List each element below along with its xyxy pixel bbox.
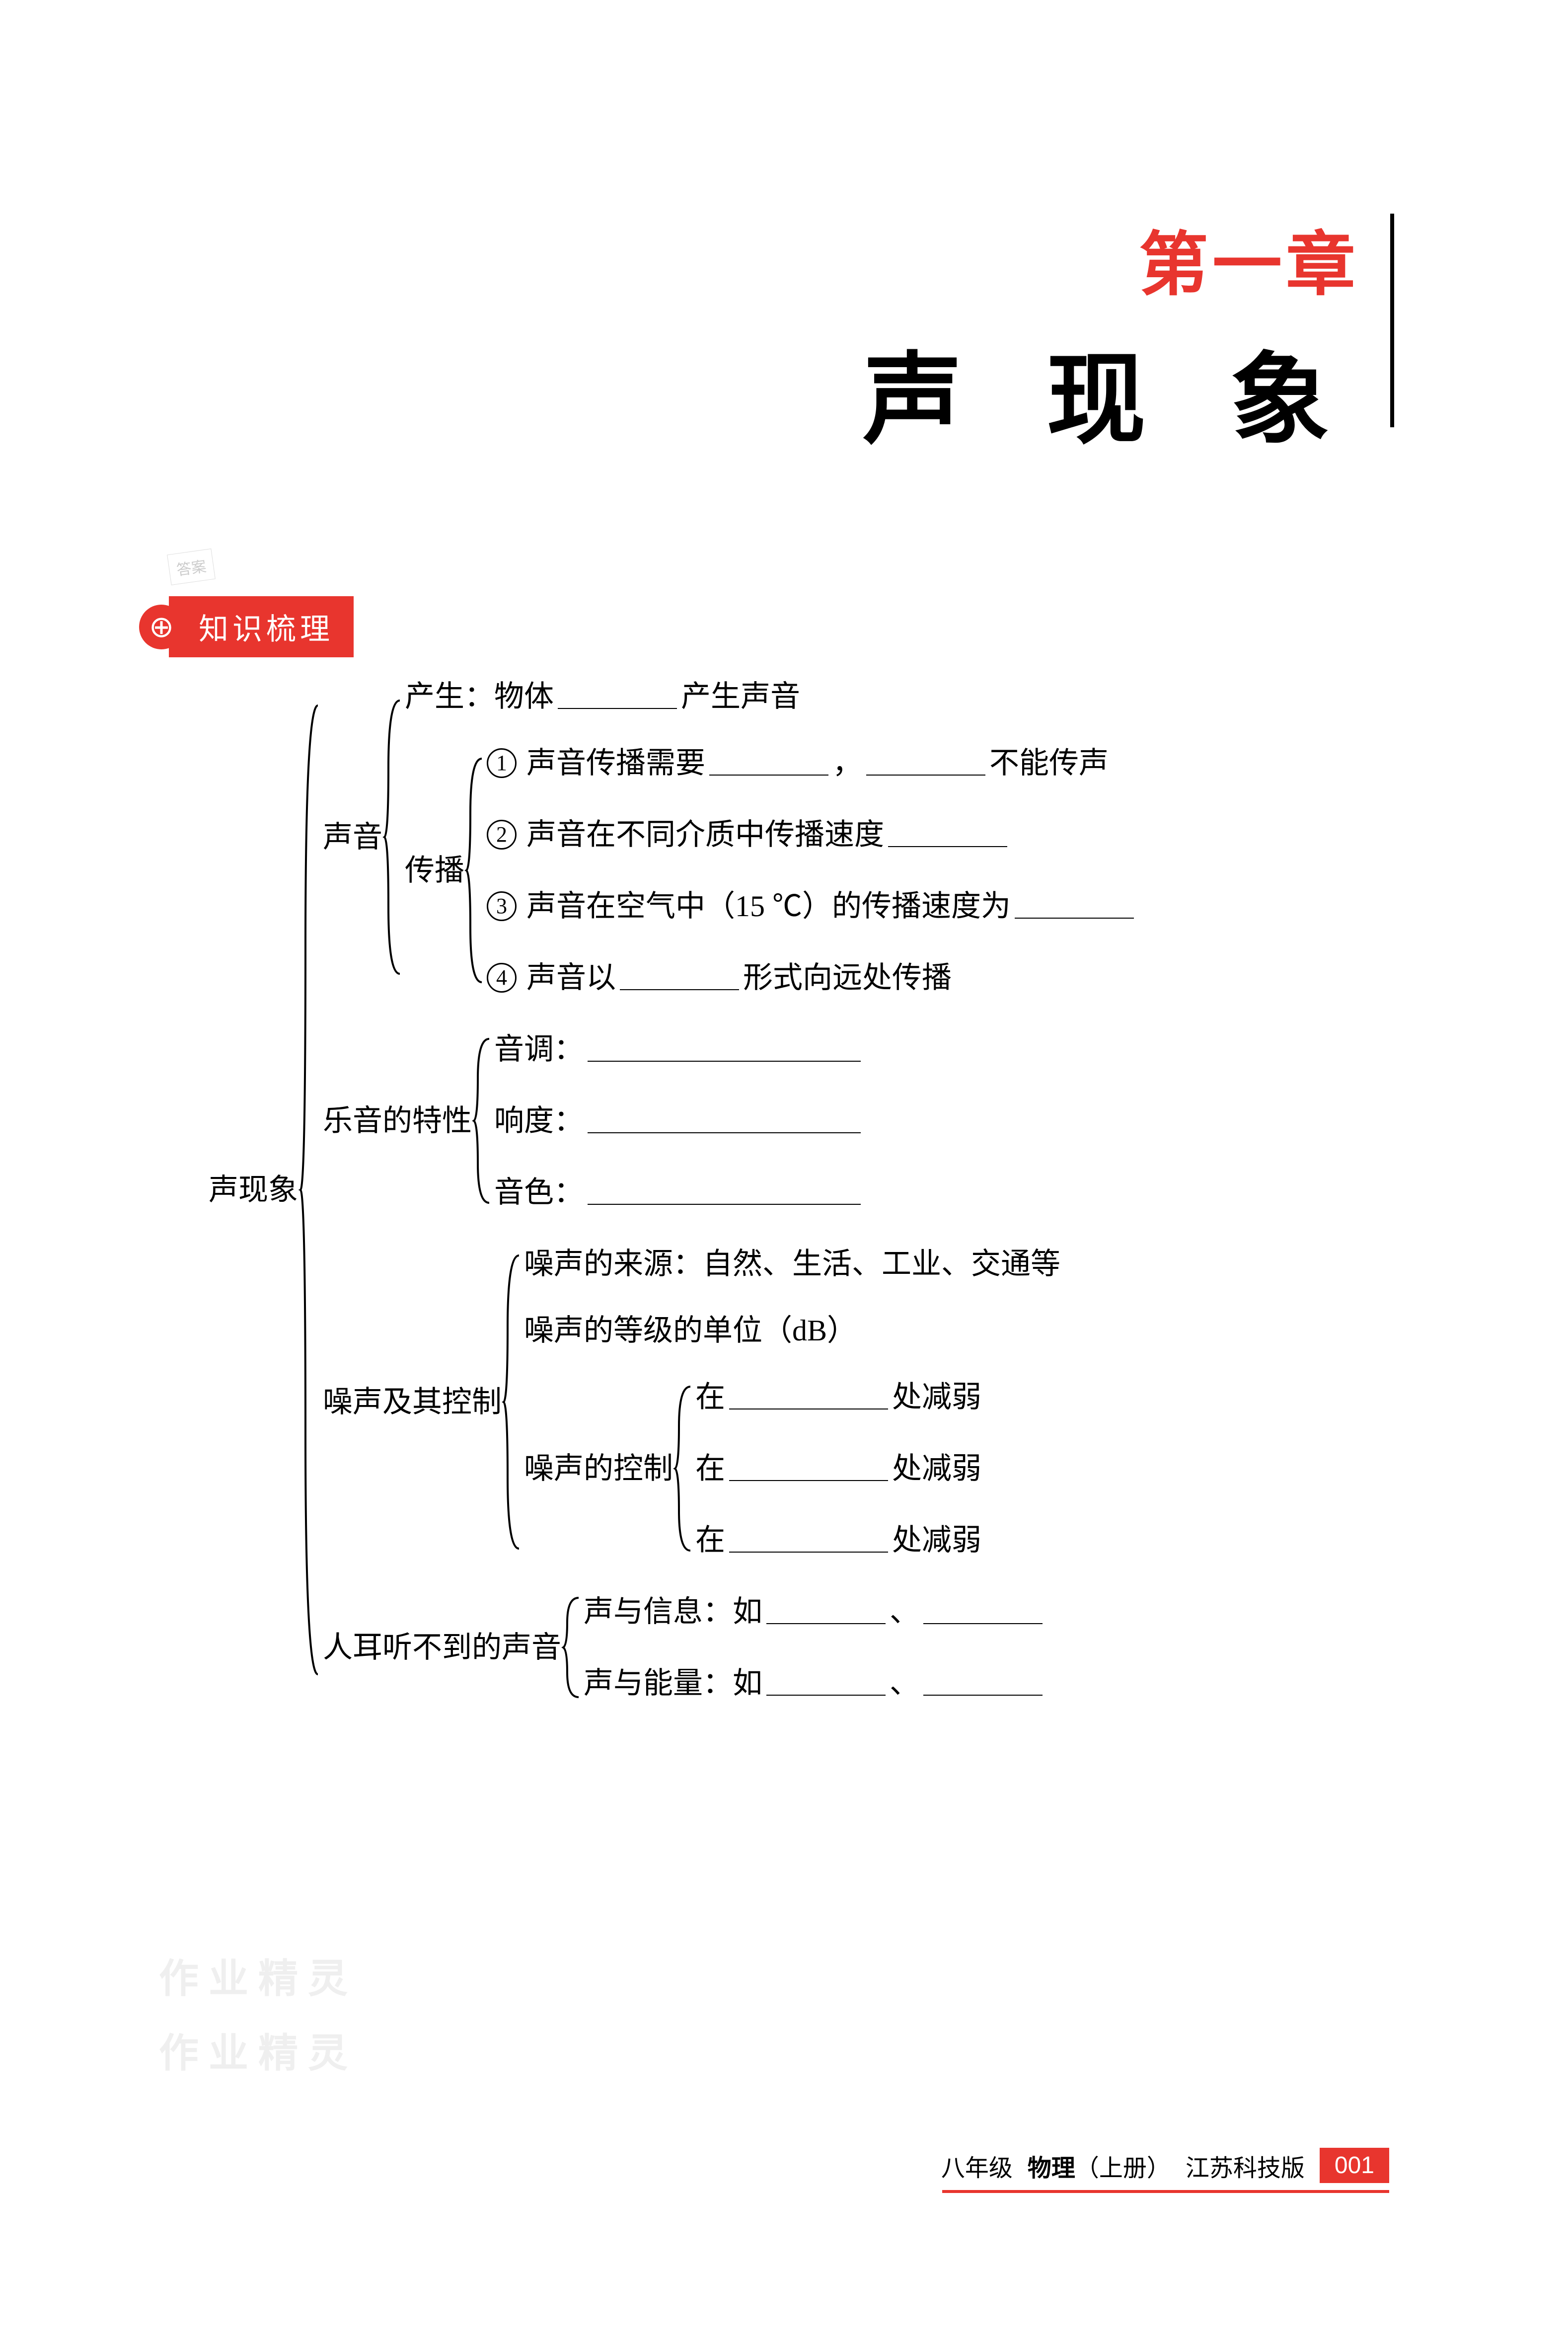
- list-item: 在 处减弱: [695, 1376, 981, 1418]
- text: 在: [695, 1448, 725, 1489]
- list-item: 在 处减弱: [695, 1448, 981, 1489]
- brace-icon: [464, 756, 487, 985]
- list-item: 3 声音在空气中（15 ℃）的传播速度为: [487, 885, 1138, 927]
- chapter-number: 第一章: [863, 209, 1359, 309]
- edition-label: 江苏科技版: [1186, 2148, 1305, 2183]
- text: 噪声的来源：自然、生活、工业、交通等: [524, 1243, 1060, 1285]
- text: 、: [890, 1591, 919, 1633]
- corner-note: 答案: [167, 548, 216, 585]
- badge-label: 知识梳理: [169, 596, 354, 657]
- inaudible-label: 人耳听不到的声音: [323, 1627, 561, 1668]
- text: 声音传播需要: [526, 742, 705, 784]
- text: 产生声音: [681, 676, 800, 717]
- grade-label: 八年级: [941, 2148, 1013, 2183]
- text: 声音在空气中（15 ℃）的传播速度为: [526, 885, 1011, 927]
- root-label: 声现象: [209, 1169, 298, 1211]
- fill-blank[interactable]: [558, 684, 677, 709]
- text: 产生：物体: [405, 676, 554, 717]
- fill-blank[interactable]: [1015, 894, 1134, 919]
- brace-icon: [472, 1036, 494, 1205]
- info-line: 声与信息：如 、: [584, 1591, 1046, 1633]
- text: 噪声的等级的单位（dB）: [524, 1310, 857, 1351]
- fill-blank[interactable]: [923, 1671, 1043, 1696]
- list-item: 2 声音在不同介质中传播速度: [487, 814, 1138, 856]
- music-branch: 乐音的特性 音调： 响度： 音色：: [323, 1028, 1138, 1213]
- text: 响度：: [494, 1100, 584, 1142]
- text: 声与能量：如: [584, 1662, 762, 1704]
- fill-blank[interactable]: [888, 822, 1007, 847]
- list-item: 1 声音传播需要 ， 不能传声: [487, 742, 1138, 784]
- text: 不能传声: [989, 742, 1109, 784]
- num-icon: 4: [487, 963, 517, 993]
- noise-branch: 噪声及其控制 噪声的来源：自然、生活、工业、交通等 噪声的等级的单位（dB） 噪…: [323, 1243, 1138, 1561]
- chapter-title: 声 现 象: [863, 319, 1359, 463]
- brace-icon: [561, 1595, 584, 1700]
- subject-label: 物理: [1028, 2155, 1075, 2182]
- text: 处减弱: [892, 1376, 981, 1418]
- text: 音调：: [494, 1028, 584, 1070]
- produce-line: 产生：物体 产生声音: [405, 676, 1138, 717]
- watermark: 作业精灵: [159, 2021, 358, 2079]
- fill-blank[interactable]: [588, 1108, 861, 1133]
- brace-icon: [298, 703, 323, 1677]
- fill-blank[interactable]: [729, 1385, 888, 1409]
- music-label: 乐音的特性: [323, 1100, 472, 1142]
- text: 声与信息：如: [584, 1591, 762, 1633]
- fill-blank[interactable]: [620, 965, 739, 990]
- text: 形式向远处传播: [743, 957, 952, 999]
- list-item: 在 处减弱: [695, 1519, 981, 1561]
- propagate-branch: 传播 1 声音传播需要 ， 不能传声: [405, 742, 1138, 999]
- energy-line: 声与能量：如 、: [584, 1662, 1046, 1704]
- sound-branch: 声音 产生：物体 产生声音 传播: [323, 676, 1138, 999]
- noise-label: 噪声及其控制: [323, 1381, 502, 1423]
- brace-icon: [502, 1253, 524, 1551]
- text: 在: [695, 1376, 725, 1418]
- timbre-line: 音色：: [494, 1172, 865, 1213]
- page-footer: 八年级 物理（上册） 江苏科技版 001: [941, 2148, 1389, 2183]
- text: ，: [832, 742, 862, 784]
- num-icon: 2: [487, 820, 517, 850]
- text: 音色：: [494, 1172, 584, 1213]
- target-icon: ⊕: [139, 605, 184, 649]
- num-icon: 3: [487, 891, 517, 921]
- fill-blank[interactable]: [729, 1456, 888, 1481]
- text: 声音在不同介质中传播速度: [526, 814, 884, 856]
- fill-blank[interactable]: [588, 1180, 861, 1205]
- chapter-header: 第一章 声 现 象: [863, 209, 1359, 463]
- fill-blank[interactable]: [923, 1599, 1043, 1624]
- page-number-badge: 001: [1320, 2148, 1389, 2183]
- propagate-label: 传播: [405, 850, 464, 891]
- concept-tree: 声现象 声音 产生：物体 产生声音 传播: [209, 676, 1138, 1704]
- fill-blank[interactable]: [709, 751, 828, 776]
- noise-unit-line: 噪声的等级的单位（dB）: [524, 1310, 1060, 1351]
- pitch-line: 音调：: [494, 1028, 865, 1070]
- num-icon: 1: [487, 748, 517, 778]
- header-divider: [1390, 214, 1394, 427]
- fill-blank[interactable]: [766, 1599, 886, 1624]
- noise-control-label: 噪声的控制: [524, 1448, 673, 1489]
- noise-source-line: 噪声的来源：自然、生活、工业、交通等: [524, 1243, 1060, 1285]
- fill-blank[interactable]: [866, 751, 985, 776]
- inaudible-branch: 人耳听不到的声音 声与信息：如 、 声与能量：如 、: [323, 1591, 1138, 1704]
- loudness-line: 响度：: [494, 1100, 865, 1142]
- text: 处减弱: [892, 1519, 981, 1561]
- section-badge: ⊕ 知识梳理: [139, 596, 354, 657]
- text: 、: [890, 1662, 919, 1704]
- sound-label: 声音: [323, 816, 382, 858]
- fill-blank[interactable]: [766, 1671, 886, 1696]
- watermark: 作业精灵: [159, 1947, 358, 2004]
- noise-control-branch: 噪声的控制 在 处减弱 在: [524, 1376, 1060, 1561]
- list-item: 4 声音以 形式向远处传播: [487, 957, 1138, 999]
- fill-blank[interactable]: [588, 1037, 861, 1062]
- fill-blank[interactable]: [729, 1528, 888, 1553]
- text: 在: [695, 1519, 725, 1561]
- text: 声音以: [526, 957, 616, 999]
- brace-icon: [382, 698, 405, 976]
- brace-icon: [673, 1384, 695, 1553]
- text: 处减弱: [892, 1448, 981, 1489]
- volume-label: （上册）: [1075, 2155, 1171, 2182]
- footer-underline: [942, 2190, 1389, 2193]
